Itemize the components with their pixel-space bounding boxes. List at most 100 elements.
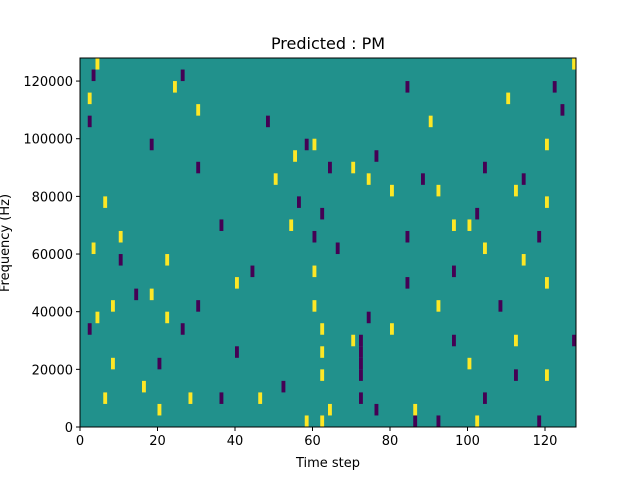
heatmap-cell-high bbox=[467, 357, 472, 370]
heatmap-cell-low bbox=[413, 415, 418, 427]
heatmap-cell-high bbox=[572, 58, 576, 70]
y-tick-label: 100000 bbox=[23, 133, 73, 148]
heatmap-cell-high bbox=[188, 392, 193, 404]
heatmap-cell-high bbox=[312, 300, 317, 312]
y-axis: 0 20000 40000 60000 80000 100000 120000 bbox=[23, 75, 80, 436]
heatmap-cell-high bbox=[514, 184, 518, 197]
y-tick-label: 120000 bbox=[23, 75, 73, 90]
heatmap-cell-low bbox=[297, 196, 301, 208]
x-tick-label: 80 bbox=[382, 434, 399, 449]
plot-background bbox=[80, 58, 576, 427]
heatmap-cell-low bbox=[250, 265, 255, 278]
plot-area bbox=[79, 57, 577, 428]
heatmap-cell-high bbox=[351, 334, 356, 347]
heatmap-cell-high bbox=[390, 323, 394, 335]
heatmap-cell-low bbox=[180, 323, 185, 335]
heatmap-cell-low bbox=[180, 69, 185, 82]
heatmap-cell-low bbox=[359, 346, 363, 358]
heatmap-cell-high bbox=[103, 392, 108, 404]
heatmap-cell-low bbox=[374, 150, 379, 162]
heatmap-cell-low bbox=[405, 230, 410, 243]
heatmap-cell-high bbox=[390, 184, 394, 197]
heatmap-cell-low bbox=[405, 81, 410, 93]
heatmap-cell-high bbox=[289, 219, 294, 231]
heatmap-cell-low bbox=[452, 265, 456, 278]
heatmap-cell-high bbox=[157, 403, 162, 416]
heatmap-cell-low bbox=[91, 69, 96, 82]
heatmap-cells bbox=[87, 58, 576, 427]
heatmap-cell-high bbox=[545, 277, 549, 289]
heatmap-cell-low bbox=[87, 323, 92, 335]
y-tick-label: 40000 bbox=[32, 306, 73, 321]
heatmap-cell-high bbox=[467, 219, 472, 231]
heatmap-cell-high bbox=[142, 380, 146, 393]
heatmap-cell-high bbox=[436, 184, 441, 197]
heatmap-cell-high bbox=[320, 323, 325, 335]
heatmap-cell-low bbox=[320, 207, 325, 220]
heatmap-cell-low bbox=[359, 369, 363, 381]
heatmap-cell-low bbox=[87, 115, 92, 128]
heatmap-cell-high bbox=[320, 415, 325, 427]
heatmap-cell-high bbox=[173, 81, 177, 93]
heatmap-cell-low bbox=[281, 380, 286, 393]
heatmap-cell-high bbox=[111, 357, 115, 370]
heatmap-cell-high bbox=[103, 196, 108, 208]
heatmap-cell-high bbox=[118, 230, 123, 243]
heatmap-cell-high bbox=[87, 92, 92, 105]
y-tick-label: 80000 bbox=[32, 190, 73, 205]
heatmap-cell-high bbox=[165, 254, 170, 266]
x-tick-label: 60 bbox=[304, 434, 321, 449]
heatmap-cell-low bbox=[359, 357, 363, 370]
heatmap-cell-low bbox=[537, 230, 542, 243]
heatmap-cell-high bbox=[413, 403, 418, 416]
heatmap-cell-low bbox=[483, 161, 487, 174]
heatmap-cell-low bbox=[235, 346, 239, 358]
x-tick-label: 40 bbox=[227, 434, 244, 449]
heatmap-cell-low bbox=[560, 104, 565, 116]
x-tick-label: 120 bbox=[533, 434, 558, 449]
x-tick-label: 20 bbox=[149, 434, 166, 449]
heatmap-cell-high bbox=[483, 242, 487, 255]
x-tick-label: 0 bbox=[76, 434, 84, 449]
heatmap-cell-low bbox=[328, 161, 332, 174]
heatmap-cell-high bbox=[95, 58, 100, 70]
heatmap-cell-high bbox=[366, 173, 371, 185]
heatmap-cell-high bbox=[328, 403, 332, 416]
heatmap-cell-high bbox=[475, 415, 480, 427]
x-tick-label: 100 bbox=[455, 434, 480, 449]
plot-frame bbox=[79, 57, 577, 428]
heatmap-cell-low bbox=[436, 415, 441, 427]
heatmap-cell-high bbox=[165, 311, 170, 324]
heatmap-cell-high bbox=[545, 369, 549, 381]
heatmap-cell-low bbox=[134, 288, 139, 301]
heatmap-cell-low bbox=[304, 138, 309, 151]
heatmap-cell-high bbox=[273, 173, 278, 185]
heatmap-cell-low bbox=[405, 277, 410, 289]
heatmap-cell-high bbox=[149, 288, 154, 301]
heatmap-cell-low bbox=[196, 161, 201, 174]
chart-title: Predicted : PM bbox=[271, 34, 385, 53]
heatmap-cell-high bbox=[196, 104, 201, 116]
heatmap-cell-high bbox=[521, 254, 526, 266]
heatmap-cell-high bbox=[506, 92, 511, 105]
heatmap-cell-low bbox=[521, 173, 526, 185]
heatmap-cell-high bbox=[258, 392, 263, 404]
heatmap-cell-high bbox=[95, 311, 100, 324]
heatmap-cell-low bbox=[421, 173, 425, 185]
heatmap-cell-high bbox=[545, 138, 549, 151]
heatmap-cell-low bbox=[359, 334, 363, 347]
heatmap-cell-low bbox=[475, 207, 480, 220]
heatmap-cell-low bbox=[312, 230, 317, 243]
heatmap-cell-low bbox=[498, 300, 503, 312]
heatmap-cell-high bbox=[312, 138, 317, 151]
heatmap-cell-low bbox=[335, 242, 340, 255]
heatmap-cell-low bbox=[266, 115, 270, 128]
heatmap-cell-high bbox=[351, 161, 356, 174]
heatmap-cell-low bbox=[157, 357, 162, 370]
heatmap-cell-high bbox=[293, 150, 297, 162]
heatmap-cell-high bbox=[235, 277, 239, 289]
heatmap-cell-high bbox=[320, 369, 325, 381]
heatmap-cell-high bbox=[320, 346, 325, 358]
heatmap-cell-low bbox=[374, 403, 379, 416]
